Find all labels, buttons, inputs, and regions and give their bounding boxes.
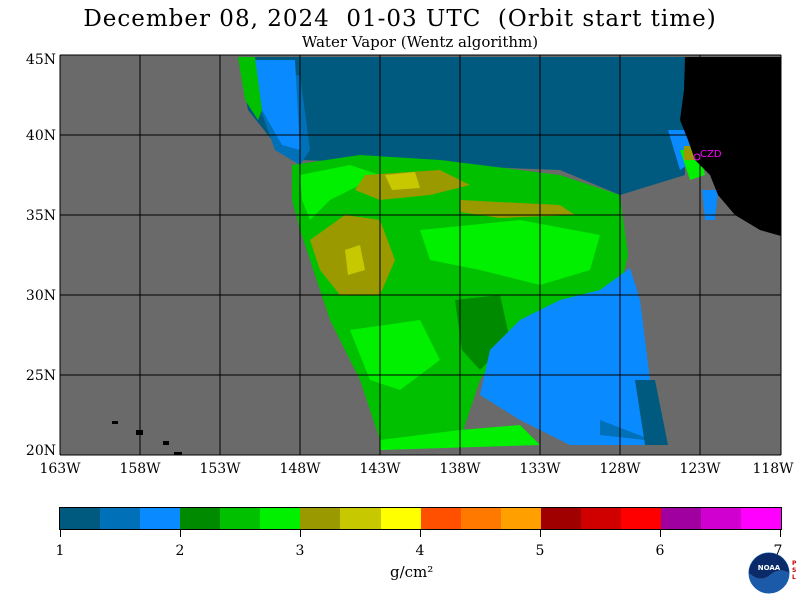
lon-label: 128W (599, 461, 641, 477)
swath-bright-green (300, 165, 380, 220)
colorbar-swatch (100, 508, 141, 529)
colorbar-swatch (140, 508, 181, 529)
lon-label: 118W (752, 461, 794, 477)
colorbar-tick (300, 529, 301, 537)
station-marker-czd: CZD (693, 149, 722, 161)
colorbar-swatch (300, 508, 341, 529)
colorbar-swatch (340, 508, 381, 529)
colorbar-swatch (220, 508, 261, 529)
colorbar-label: 3 (295, 543, 305, 559)
lon-label: 133W (519, 461, 561, 477)
colorbar-swatch (260, 508, 301, 529)
colorbar-swatch (540, 508, 581, 529)
colorbar-swatch (380, 508, 421, 529)
lon-label: 163W (39, 461, 81, 477)
colorbar-label: 5 (535, 543, 545, 559)
colorbar-tick (540, 529, 541, 537)
lat-label: 30N (25, 288, 56, 304)
lon-label: 148W (279, 461, 321, 477)
grid (59, 54, 782, 456)
noaa-logo: NOAA (748, 552, 790, 594)
colorbar-swatch (580, 508, 621, 529)
colorbar-tick (660, 529, 661, 537)
lon-label: 153W (199, 461, 241, 477)
station-label: CZD (700, 149, 722, 160)
colorbar-tick (180, 529, 181, 537)
map-subtitle: Water Vapor (Wentz algorithm) (301, 33, 539, 51)
lat-label: 20N (25, 443, 56, 459)
lon-label: 123W (679, 461, 721, 477)
colorbar-label: 2 (175, 543, 185, 559)
swath-yellow (385, 172, 420, 190)
swath-yellow-2 (345, 245, 365, 275)
lat-label: 25N (25, 368, 56, 384)
colorbar-swatch (180, 508, 221, 529)
land-north-america (680, 57, 781, 236)
swath-bright-green-2 (420, 220, 600, 285)
colorbar-swatch (500, 508, 541, 529)
colorbar-units: g/cm² (390, 563, 434, 581)
swath-dark-blue-southeast (635, 380, 668, 445)
logo-text: NOAA (758, 564, 781, 572)
map-title: December 08, 2024 01-03 UTC (Orbit start… (83, 6, 717, 32)
colorbar-swatch (420, 508, 461, 529)
colorbar-label: 4 (415, 543, 425, 559)
swath-blue-south (480, 268, 662, 445)
colorbar-tick (780, 529, 781, 537)
colorbar-swatch (460, 508, 501, 529)
swath-olive-3 (460, 200, 575, 218)
colorbar-tick (420, 529, 421, 537)
swath-green-edge (238, 57, 262, 120)
colorbar-swatch (60, 508, 101, 529)
colorbar-swatch (701, 508, 742, 529)
lon-label: 143W (359, 461, 401, 477)
colorbar-swatch (620, 508, 661, 529)
lat-label: 45N (25, 52, 56, 68)
swath-light-blue (255, 60, 300, 150)
colorbar-label: 6 (655, 543, 665, 559)
colorbar-swatch (660, 508, 701, 529)
lat-label: 40N (25, 128, 56, 144)
swath-bright-green-3 (350, 320, 440, 390)
colorbar-swatch (741, 508, 782, 529)
lat-label: 35N (25, 208, 56, 224)
lon-label: 138W (439, 461, 481, 477)
colorbar-label: 7 (773, 543, 783, 559)
colorbar-tick (60, 529, 61, 537)
colorbar-label: 1 (55, 543, 65, 559)
colorbar (59, 507, 782, 530)
water-vapor-map: CZD (59, 54, 782, 456)
lon-label: 158W (119, 461, 161, 477)
